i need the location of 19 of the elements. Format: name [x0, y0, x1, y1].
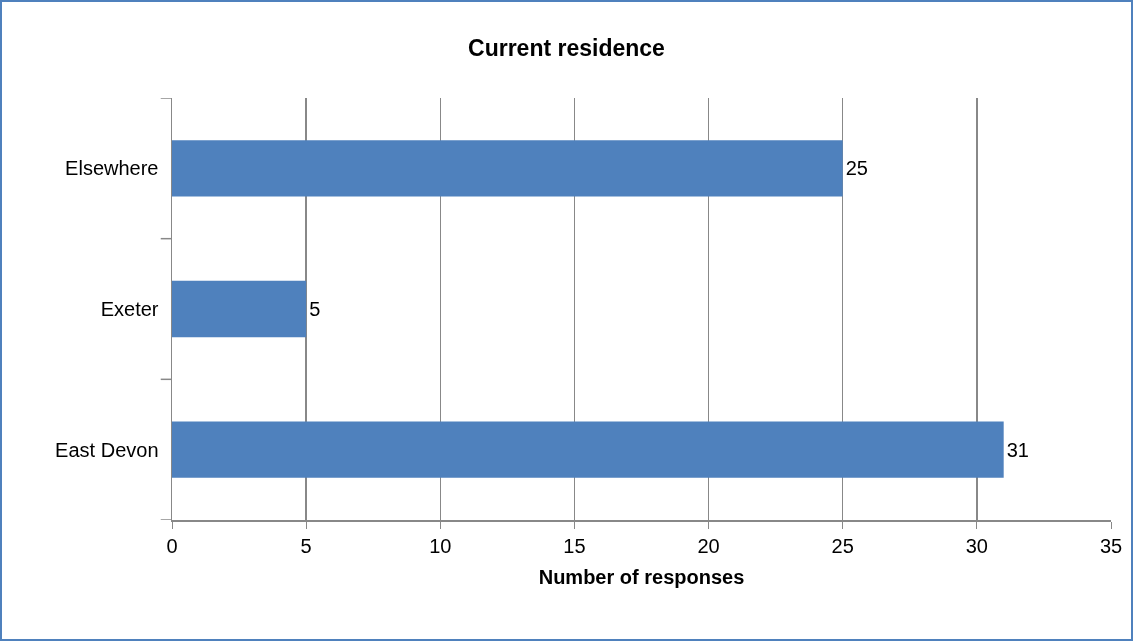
y-tick-label: Exeter — [100, 298, 159, 320]
data-label: 5 — [309, 298, 321, 320]
bar — [172, 140, 843, 197]
x-tick-label: 5 — [300, 534, 312, 557]
y-tick-label: East Devon — [55, 438, 159, 461]
x-tick-label: 20 — [697, 534, 720, 557]
chart-title: Current residence — [468, 35, 665, 62]
x-tick-label: 0 — [166, 534, 178, 557]
x-tick-label: 35 — [1099, 534, 1123, 557]
x-tick-label: 15 — [563, 534, 586, 557]
x-axis-title: Number of responses — [538, 565, 745, 588]
y-tick-label: Elsewhere — [65, 157, 159, 180]
bar — [172, 280, 307, 338]
x-tick-label: 25 — [831, 534, 854, 557]
data-label: 25 — [845, 157, 868, 180]
bar — [172, 421, 1004, 478]
data-label: 31 — [1006, 438, 1029, 461]
x-tick-label: 30 — [965, 534, 988, 557]
x-tick-label: 10 — [429, 534, 452, 557]
